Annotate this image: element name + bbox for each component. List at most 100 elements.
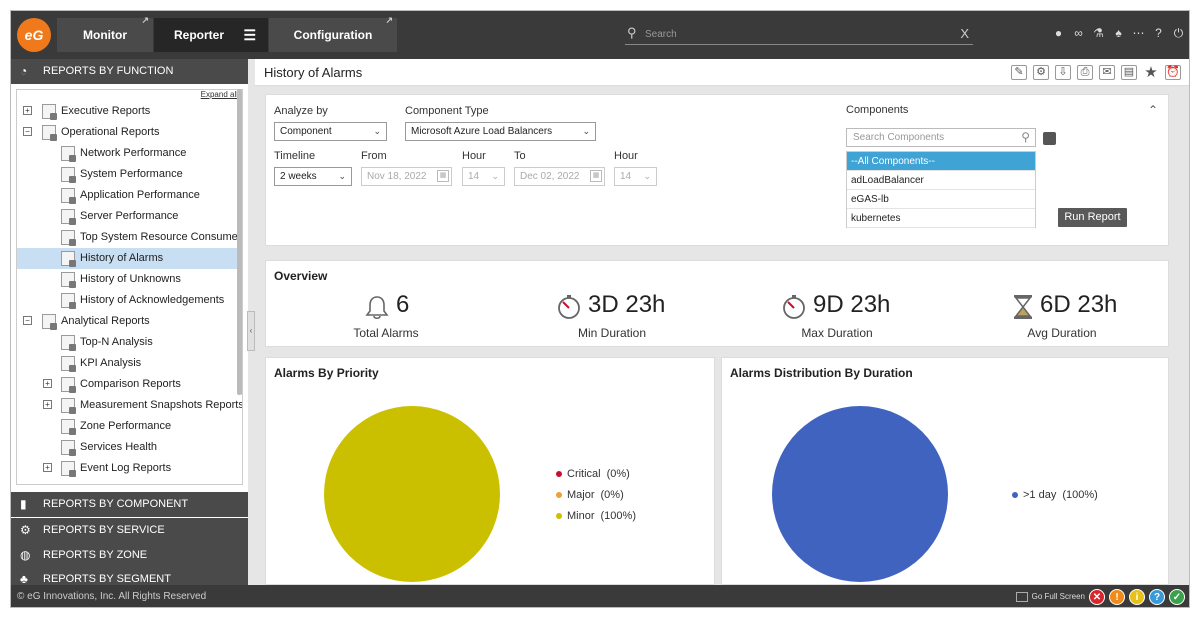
expand-icon[interactable]: + (43, 463, 52, 472)
critical-status-icon[interactable]: ✕ (1089, 589, 1105, 605)
tree-item-system-performance[interactable]: System Performance (17, 164, 239, 185)
tab-reporter[interactable]: Reporter ☰ (154, 18, 268, 52)
tab-configuration[interactable]: Configuration ↗ (269, 15, 397, 52)
tree-item-operational-reports[interactable]: − Operational Reports (17, 122, 239, 143)
tree-item-server-performance[interactable]: Server Performance (17, 206, 239, 227)
normal-status-icon[interactable]: ✓ (1169, 589, 1185, 605)
report-icon (61, 356, 76, 372)
email-icon[interactable]: ✉ (1099, 65, 1115, 80)
chevron-up-icon[interactable]: ⌃ (1147, 103, 1158, 117)
components-search[interactable]: Search Components ⚲ (846, 128, 1036, 147)
eg-logo[interactable]: eG (17, 18, 51, 52)
tab-monitor[interactable]: Monitor ↗ (57, 15, 153, 52)
calendar-icon[interactable]: ▦ (590, 170, 602, 182)
tree-scrollbar[interactable] (237, 89, 242, 395)
bell-icon[interactable]: ♠ (1115, 26, 1122, 40)
report-icon (61, 167, 76, 183)
expand-icon[interactable]: + (23, 106, 32, 115)
tree-item-history-of-alarms[interactable]: History of Alarms (17, 248, 239, 269)
to-hour-select[interactable]: 14 ⌄ (614, 167, 657, 186)
list-item[interactable]: adLoadBalancer (847, 171, 1035, 190)
tree-item-history-of-unknowns[interactable]: History of Unknowns (17, 269, 239, 290)
legend-item[interactable]: Major (0%) (556, 489, 624, 501)
tree-item-label: Measurement Snapshots Reports (80, 399, 243, 411)
report-icon (61, 398, 76, 414)
pie-chart-priority (324, 406, 500, 582)
section-label: REPORTS BY FUNCTION (43, 65, 174, 77)
report-icon (61, 251, 76, 267)
export-excel-icon[interactable]: ▤ (1121, 65, 1137, 80)
from-date-input[interactable]: Nov 18, 2022 ▦ (361, 167, 452, 186)
pie-slice-minor[interactable] (324, 406, 500, 582)
tree-item-label: History of Acknowledgements (80, 294, 225, 306)
section-label: REPORTS BY COMPONENT (43, 498, 189, 510)
tree-item-top-system-resource-consumers[interactable]: Top System Resource Consumers (17, 227, 242, 248)
list-item[interactable]: eGAS-lb (847, 190, 1035, 209)
print-icon[interactable]: ⎙ (1077, 65, 1093, 80)
list-item[interactable]: kubernetes (847, 209, 1035, 228)
tree-item-zone-performance[interactable]: Zone Performance (17, 416, 239, 437)
go-full-screen-button[interactable]: Go Full Screen (1015, 585, 1085, 607)
select-all-grid-icon[interactable] (1043, 132, 1056, 145)
timeline-select[interactable]: 2 weeks ⌄ (274, 167, 352, 186)
clear-search-icon[interactable]: X (960, 26, 969, 41)
help-icon[interactable]: ? (1155, 26, 1162, 40)
power-icon[interactable]: ⏻ (1173, 26, 1184, 40)
external-link-icon: ↗ (141, 15, 149, 25)
flask-icon[interactable]: ⚗ (1093, 26, 1104, 40)
legend-item[interactable]: Minor (100%) (556, 510, 636, 522)
list-item[interactable]: --All Components-- (847, 152, 1035, 171)
analyze-by-select[interactable]: Component ⌄ (274, 122, 387, 141)
expand-icon[interactable]: + (43, 379, 52, 388)
more-icon[interactable]: ⋯ (1132, 26, 1145, 40)
tree-item-executive-reports[interactable]: + Executive Reports (17, 101, 239, 122)
footer: © eG Innovations, Inc. All Rights Reserv… (11, 585, 1189, 607)
favorite-star-icon[interactable]: ★ (1144, 64, 1158, 81)
major-status-icon[interactable]: ! (1109, 589, 1125, 605)
tree-item-event-log-reports[interactable]: + Event Log Reports (17, 458, 239, 479)
tree-item-measurement-snapshots-reports[interactable]: + Measurement Snapshots Reports (17, 395, 242, 416)
tree-item-analytical-reports[interactable]: − Analytical Reports (17, 311, 239, 332)
section-reports-by-segment[interactable]: ♣ REPORTS BY SEGMENT (11, 568, 248, 586)
legend-item[interactable]: Critical (0%) (556, 468, 630, 480)
export-pdf-icon[interactable]: ⇩ (1055, 65, 1071, 80)
section-reports-by-zone[interactable]: ◍ REPORTS BY ZONE (11, 543, 248, 568)
from-hour-label: Hour (462, 150, 486, 162)
tree-item-history-of-acknowledgements[interactable]: History of Acknowledgements (17, 290, 239, 311)
to-date-input[interactable]: Dec 02, 2022 ▦ (514, 167, 605, 186)
section-reports-by-service[interactable]: ⚙ REPORTS BY SERVICE (11, 518, 248, 543)
tree-item-kpi-analysis[interactable]: KPI Analysis (17, 353, 239, 374)
component-type-select[interactable]: Microsoft Azure Load Balancers ⌄ (405, 122, 596, 141)
link-icon[interactable]: ∞ (1074, 26, 1083, 40)
chevron-down-icon: ⌄ (582, 126, 590, 136)
hamburger-menu-icon[interactable]: ☰ (243, 27, 256, 43)
report-filters: Analyze by Component ⌄ Component Type Mi… (265, 94, 1169, 246)
tree-item-top-n-analysis[interactable]: Top-N Analysis (17, 332, 239, 353)
from-hour-select[interactable]: 14 ⌄ (462, 167, 505, 186)
sidebar-collapse-handle[interactable]: ‹ (247, 311, 255, 351)
pie-slice--1-day[interactable] (772, 406, 948, 582)
collapse-icon[interactable]: − (23, 127, 32, 136)
run-report-button[interactable]: Run Report (1058, 208, 1127, 227)
collapse-icon[interactable]: − (23, 316, 32, 325)
tree-item-network-performance[interactable]: Network Performance (17, 143, 239, 164)
unknown-status-icon[interactable]: ? (1149, 589, 1165, 605)
section-reports-by-component[interactable]: ▮ REPORTS BY COMPONENT (11, 492, 248, 517)
tree-item-services-health[interactable]: Services Health (17, 437, 239, 458)
calendar-icon[interactable]: ▦ (437, 170, 449, 182)
legend-percent: (0%) (600, 489, 624, 501)
minor-status-icon[interactable]: i (1129, 589, 1145, 605)
tree-item-comparison-reports[interactable]: + Comparison Reports (17, 374, 239, 395)
search-input[interactable] (645, 26, 945, 43)
legend-item[interactable]: >1 day (100%) (1012, 489, 1098, 501)
section-label: REPORTS BY SERVICE (43, 524, 165, 536)
report-icon (61, 293, 76, 309)
tree-item-application-performance[interactable]: Application Performance (17, 185, 239, 206)
section-reports-by-function[interactable]: ◔ REPORTS BY FUNCTION (11, 59, 248, 84)
expand-icon[interactable]: + (43, 400, 52, 409)
expand-all-link[interactable]: Expand all (200, 90, 238, 99)
alarm-clock-icon[interactable]: ⏰ (1165, 65, 1181, 80)
schedule-report-icon[interactable]: ⚙ (1033, 65, 1049, 80)
user-icon[interactable]: ● (1054, 26, 1063, 40)
edit-report-icon[interactable]: ✎ (1011, 65, 1027, 80)
